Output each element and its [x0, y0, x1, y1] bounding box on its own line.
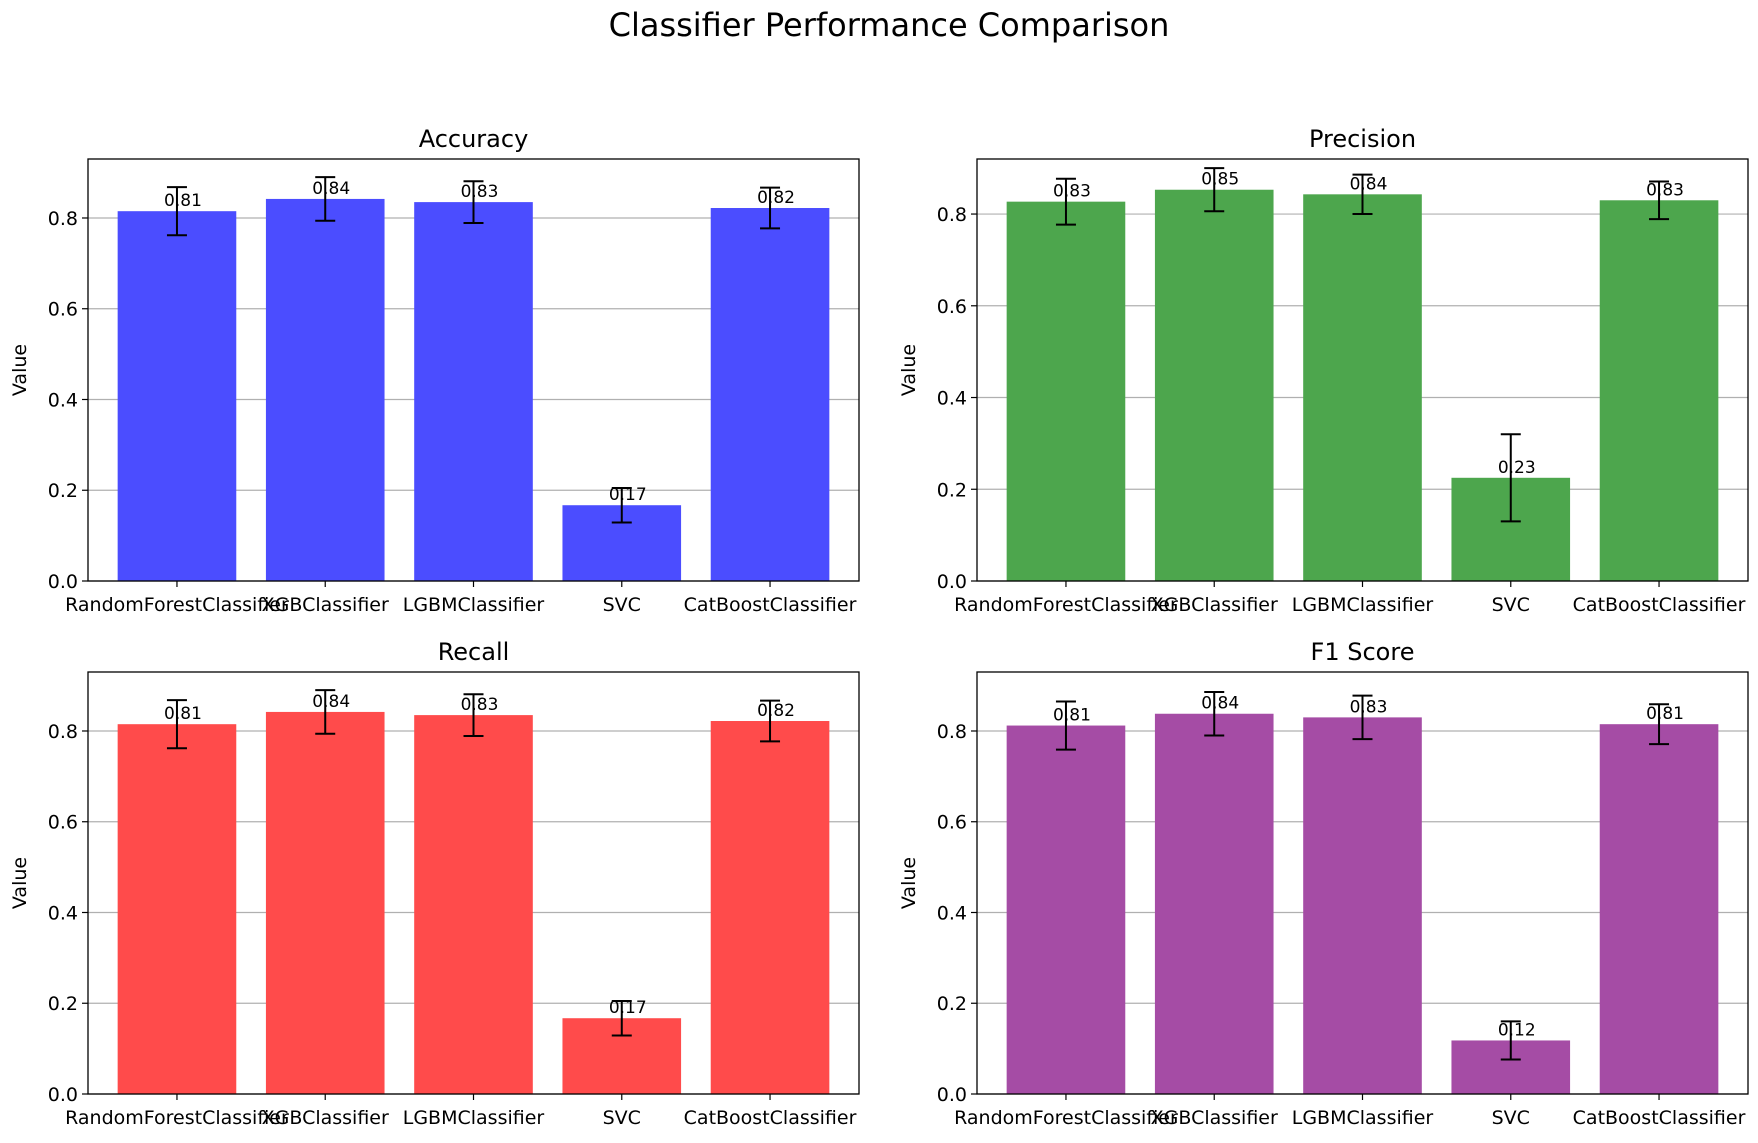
- panel-title: Precision: [1309, 125, 1416, 153]
- figure-title: Classifier Performance Comparison: [609, 6, 1170, 44]
- y-tick-label: 0.0: [937, 1084, 967, 1106]
- data-label: 0.81: [164, 704, 202, 724]
- y-tick-label: 0.6: [937, 296, 967, 318]
- y-tick-label: 0.8: [937, 721, 967, 743]
- y-axis-label: Value: [898, 857, 920, 909]
- x-tick-label: XGBClassifier: [262, 1107, 389, 1129]
- y-axis-label: Value: [9, 344, 31, 396]
- data-label: 0.17: [609, 998, 647, 1018]
- panel-title: Accuracy: [419, 125, 529, 153]
- bar: [710, 721, 830, 1094]
- axes-frame: [976, 671, 1749, 1095]
- data-label: 0.23: [1498, 458, 1536, 478]
- chart-panel: Recall 0.0 0.2 0.4 0.6 0.8 Value 0.81 RandomFore…: [9, 638, 860, 1129]
- y-tick-label: 0.0: [48, 571, 78, 593]
- chart-panel: Precision 0.0 0.2 0.4 0.6 0.8 Value 0.83 RandomF…: [898, 125, 1749, 616]
- x-tick-label: XGBClassifier: [1151, 594, 1278, 616]
- data-label: 0.82: [757, 188, 795, 208]
- x-tick-label: SVC: [1492, 1107, 1530, 1129]
- x-tick-label: RandomForestClassifier: [954, 1107, 1178, 1129]
- data-label: 0.84: [1350, 174, 1388, 194]
- x-tick-label: CatBoostClassifier: [684, 1107, 857, 1129]
- bar: [1599, 200, 1719, 582]
- bar: [1303, 194, 1422, 581]
- y-tick-label: 0.0: [48, 1084, 78, 1106]
- x-tick-label: LGBMClassifier: [403, 1107, 545, 1129]
- x-tick-label: RandomForestClassifier: [65, 594, 289, 616]
- data-label: 0.84: [312, 179, 350, 199]
- y-axis-label: Value: [9, 857, 31, 909]
- data-label: 0.81: [1646, 704, 1684, 724]
- y-tick-label: 0.8: [48, 208, 78, 230]
- bar: [1599, 724, 1719, 1094]
- y-tick-label: 0.8: [48, 721, 78, 743]
- bar: [414, 202, 533, 581]
- x-tick-label: SVC: [603, 594, 641, 616]
- x-tick-label: SVC: [603, 1107, 641, 1129]
- x-tick-label: SVC: [1492, 594, 1530, 616]
- data-label: 0.81: [164, 191, 202, 211]
- bar: [265, 711, 385, 1094]
- axes-frame: [87, 158, 860, 582]
- y-tick-label: 0.6: [48, 299, 78, 321]
- data-label: 0.84: [1201, 694, 1239, 714]
- bar: [117, 724, 237, 1094]
- data-label: 0.82: [757, 701, 795, 721]
- x-tick-label: XGBClassifier: [262, 594, 389, 616]
- bar: [1154, 713, 1274, 1094]
- x-tick-label: RandomForestClassifier: [954, 594, 1178, 616]
- x-tick-label: CatBoostClassifier: [684, 594, 857, 616]
- bar: [117, 211, 237, 581]
- panel-title: F1 Score: [1311, 638, 1415, 666]
- x-tick-label: CatBoostClassifier: [1573, 1107, 1746, 1129]
- bar: [1154, 189, 1274, 581]
- data-label: 0.81: [1053, 706, 1091, 726]
- y-tick-label: 0.2: [48, 480, 78, 502]
- data-label: 0.83: [1053, 182, 1091, 202]
- x-tick-label: CatBoostClassifier: [1573, 594, 1746, 616]
- axes-frame: [976, 158, 1749, 582]
- bar: [1006, 725, 1126, 1094]
- y-tick-label: 0.4: [937, 902, 967, 924]
- x-tick-label: XGBClassifier: [1151, 1107, 1278, 1129]
- data-label: 0.83: [1646, 180, 1684, 200]
- y-tick-label: 0.2: [48, 993, 78, 1015]
- y-axis-label: Value: [898, 344, 920, 396]
- y-tick-label: 0.6: [937, 812, 967, 834]
- y-tick-label: 0.2: [937, 993, 967, 1015]
- y-tick-label: 0.4: [48, 902, 78, 924]
- bar: [265, 198, 385, 581]
- bar: [710, 208, 830, 581]
- data-label: 0.12: [1498, 1020, 1536, 1040]
- bar: [1006, 201, 1126, 581]
- y-tick-label: 0.4: [937, 388, 967, 410]
- y-tick-label: 0.2: [937, 479, 967, 501]
- data-label: 0.84: [312, 692, 350, 712]
- data-label: 0.83: [461, 182, 499, 202]
- y-tick-label: 0.4: [48, 389, 78, 411]
- x-tick-label: LGBMClassifier: [1292, 1107, 1434, 1129]
- y-tick-label: 0.0: [937, 571, 967, 593]
- x-tick-label: LGBMClassifier: [1292, 594, 1434, 616]
- data-label: 0.85: [1201, 170, 1239, 190]
- chart-panel: F1 Score 0.0 0.2 0.4 0.6 0.8 Value 0.81 RandomFo…: [898, 638, 1749, 1129]
- chart-panel: Accuracy 0.0 0.2 0.4 0.6 0.8 Value 0.81 RandomFo…: [9, 125, 860, 616]
- panel-title: Recall: [438, 638, 510, 666]
- x-tick-label: LGBMClassifier: [403, 594, 545, 616]
- axes-frame: [87, 671, 860, 1095]
- bar: [414, 715, 533, 1094]
- y-tick-label: 0.6: [48, 812, 78, 834]
- data-label: 0.83: [461, 695, 499, 715]
- y-tick-label: 0.8: [937, 204, 967, 226]
- x-tick-label: RandomForestClassifier: [65, 1107, 289, 1129]
- data-label: 0.17: [609, 485, 647, 505]
- bar: [1303, 717, 1422, 1094]
- data-label: 0.83: [1350, 697, 1388, 717]
